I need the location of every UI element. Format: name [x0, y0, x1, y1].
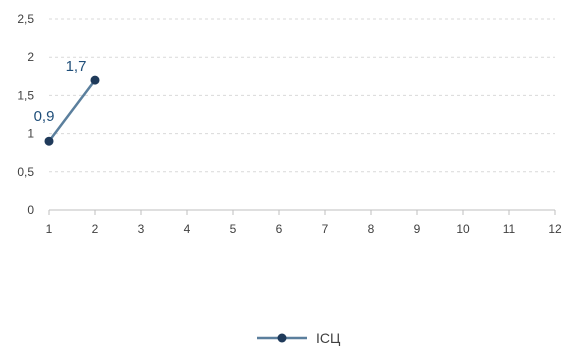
y-axis-tick-labels: 0 0,5 1 1,5 2 2,5: [17, 12, 34, 217]
legend-dot-marker: [277, 333, 287, 343]
x-tick-label: 11: [503, 222, 516, 236]
gridlines: [49, 18, 555, 173]
y-tick-label: 2: [27, 50, 34, 64]
y-tick-label: 1,5: [17, 88, 34, 102]
x-axis: [48, 209, 556, 215]
x-tick-label: 4: [184, 222, 191, 236]
x-tick-label: 6: [276, 222, 283, 236]
x-tick-label: 1: [46, 222, 53, 236]
x-tick-label: 7: [322, 222, 329, 236]
data-point: [90, 75, 100, 85]
legend-label: ІСЦ: [316, 330, 341, 346]
series-layer: [44, 75, 100, 146]
y-tick-label: 0: [27, 203, 34, 217]
series-line: [48, 79, 96, 142]
data-label: 0,9: [34, 108, 55, 125]
x-tick-label: 3: [138, 222, 145, 236]
data-labels: 0,9 1,7: [34, 58, 87, 125]
x-tick-label: 8: [368, 222, 375, 236]
x-tick-label: 5: [230, 222, 237, 236]
x-tick-label: 12: [548, 222, 562, 236]
x-axis-tick-labels: 1 2 3 4 5 6 7 8 9 10 11 12: [46, 222, 562, 236]
data-label: 1,7: [66, 58, 87, 75]
y-tick-label: 0,5: [17, 165, 34, 179]
legend: ІСЦ: [257, 330, 341, 346]
x-tick-label: 2: [92, 222, 99, 236]
y-tick-label: 1: [27, 127, 34, 141]
x-tick-label: 10: [456, 222, 470, 236]
x-tick-label: 9: [414, 222, 421, 236]
data-point: [44, 136, 54, 146]
y-tick-label: 2,5: [17, 12, 34, 26]
